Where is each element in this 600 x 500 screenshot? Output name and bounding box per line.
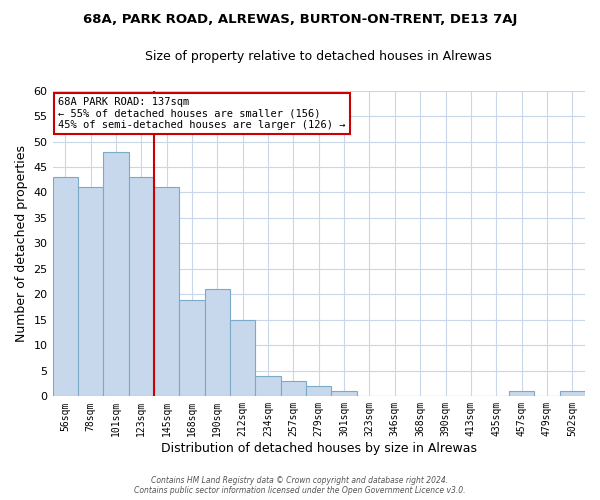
Bar <box>509 391 534 396</box>
Bar <box>179 300 205 396</box>
Bar <box>331 391 357 396</box>
Bar <box>103 152 128 396</box>
Bar <box>53 177 78 396</box>
Bar <box>256 376 281 396</box>
Bar <box>78 188 103 396</box>
Bar <box>205 290 230 397</box>
Bar <box>560 391 585 396</box>
Y-axis label: Number of detached properties: Number of detached properties <box>15 145 28 342</box>
Bar <box>154 188 179 396</box>
Bar <box>128 177 154 396</box>
Text: 68A PARK ROAD: 137sqm
← 55% of detached houses are smaller (156)
45% of semi-det: 68A PARK ROAD: 137sqm ← 55% of detached … <box>58 96 346 130</box>
Text: 68A, PARK ROAD, ALREWAS, BURTON-ON-TRENT, DE13 7AJ: 68A, PARK ROAD, ALREWAS, BURTON-ON-TRENT… <box>83 12 517 26</box>
Bar <box>230 320 256 396</box>
Text: Contains HM Land Registry data © Crown copyright and database right 2024.
Contai: Contains HM Land Registry data © Crown c… <box>134 476 466 495</box>
Bar <box>281 381 306 396</box>
X-axis label: Distribution of detached houses by size in Alrewas: Distribution of detached houses by size … <box>161 442 477 455</box>
Bar <box>306 386 331 396</box>
Title: Size of property relative to detached houses in Alrewas: Size of property relative to detached ho… <box>145 50 492 63</box>
